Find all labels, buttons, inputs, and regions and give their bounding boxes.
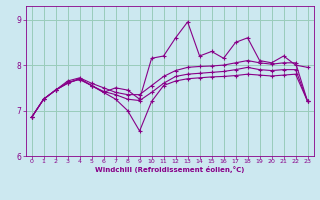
X-axis label: Windchill (Refroidissement éolien,°C): Windchill (Refroidissement éolien,°C)	[95, 166, 244, 173]
